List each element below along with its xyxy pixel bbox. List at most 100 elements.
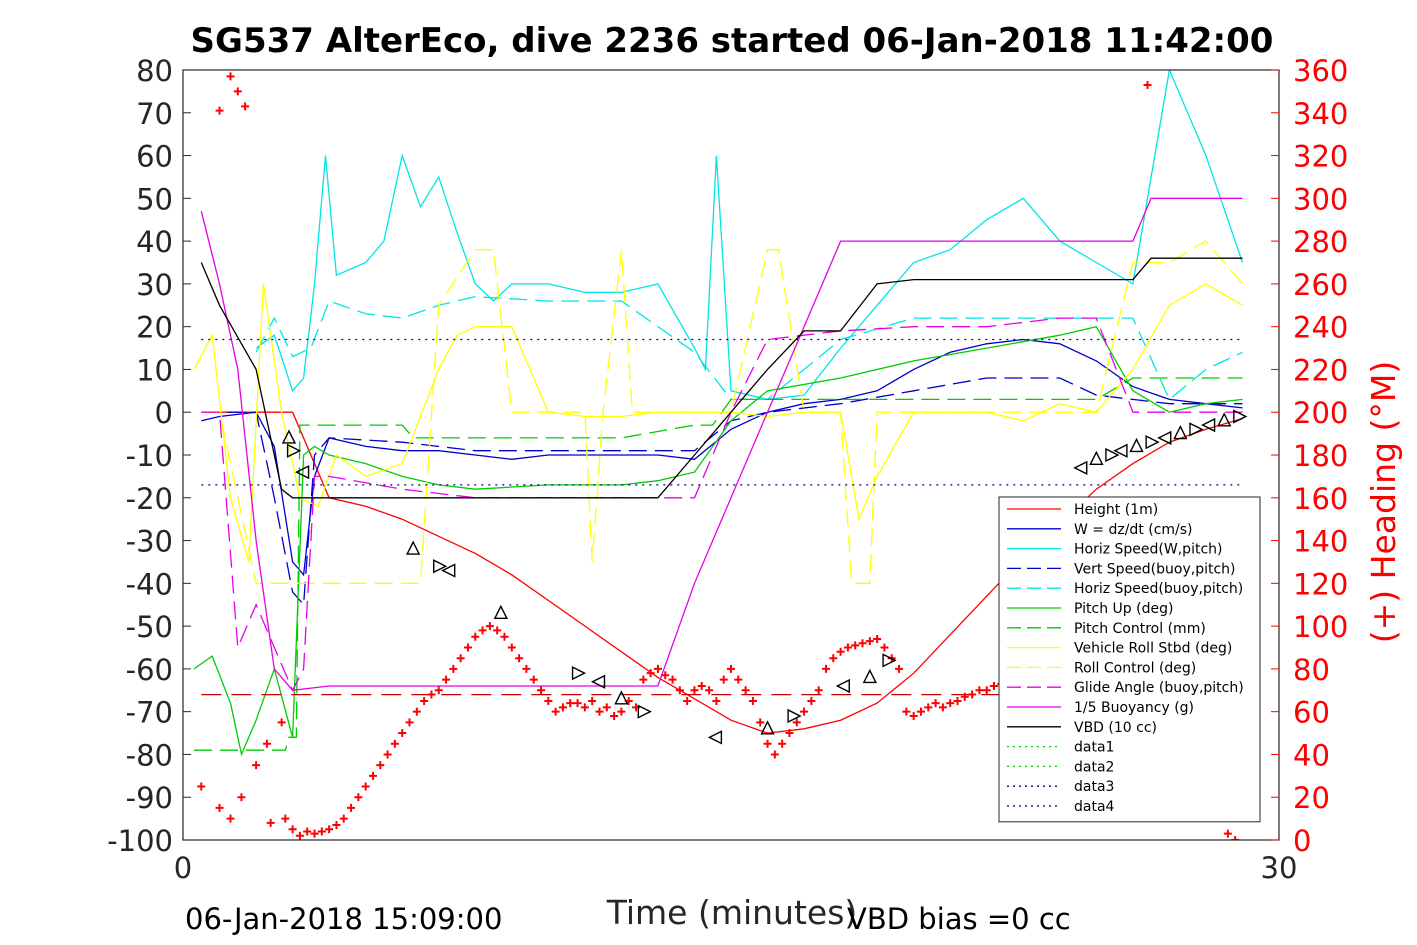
vbd-triangle-marker — [614, 690, 629, 705]
legend-label: 1/5 Buoyancy (g) — [1074, 700, 1194, 716]
heading-point — [851, 641, 860, 650]
heading-point — [303, 827, 312, 836]
legend-label: Vert Speed(buoy,pitch) — [1074, 561, 1236, 577]
heading-point — [719, 675, 728, 684]
legend-label: Pitch Up (deg) — [1074, 601, 1173, 617]
vbd-triangle-marker — [281, 429, 297, 444]
y-tick-label: -70 — [126, 696, 173, 730]
vbd-triangle-marker — [637, 704, 652, 719]
vbd-triangle-marker — [441, 563, 456, 578]
heading-point — [310, 829, 319, 838]
series-line-5 — [193, 325, 1243, 757]
vbd-triangle-marker — [1233, 409, 1248, 424]
series-line-11 — [200, 257, 1243, 499]
y-tick-label: 60 — [136, 140, 173, 174]
legend-label: Vehicle Roll Stbd (deg) — [1074, 641, 1232, 657]
series-line-3 — [201, 377, 1243, 607]
heading-point — [566, 699, 575, 708]
heading-point — [507, 643, 516, 652]
heading-point — [946, 699, 955, 708]
heading-point — [748, 696, 757, 705]
heading-point — [347, 803, 356, 812]
y-tick-label: -50 — [126, 610, 173, 644]
y-tick-label: -30 — [126, 525, 173, 559]
heading-point — [241, 102, 250, 111]
heading-point — [383, 750, 392, 759]
heading-point — [763, 739, 772, 748]
heading-point — [215, 803, 224, 812]
heading-point — [427, 690, 436, 699]
heading-point — [858, 639, 867, 648]
heading-point — [434, 686, 443, 695]
y-right-tick-label: 80 — [1293, 653, 1330, 687]
heading-point — [295, 831, 304, 840]
y-right-tick-label: 240 — [1293, 311, 1348, 345]
heading-point — [529, 675, 538, 684]
heading-point — [639, 675, 648, 684]
heading-point — [610, 711, 619, 720]
chart-marks — [193, 70, 1248, 840]
y-tick-label: 30 — [136, 268, 173, 302]
heading-point — [792, 718, 801, 727]
y-right-tick-label: 220 — [1293, 353, 1348, 387]
heading-point — [252, 761, 261, 770]
heading-point — [880, 643, 889, 652]
heading-point — [233, 87, 242, 96]
heading-point — [807, 696, 816, 705]
heading-point — [398, 729, 407, 738]
heading-point — [580, 703, 589, 712]
heading-point — [960, 692, 969, 701]
heading-point — [895, 664, 904, 673]
heading-point — [544, 696, 553, 705]
legend-label: Horiz Speed(buoy,pitch) — [1074, 581, 1243, 597]
heading-point — [471, 632, 480, 641]
heading-point — [968, 690, 977, 699]
vbd-triangle-marker — [1189, 422, 1204, 437]
heading-point — [551, 707, 560, 716]
legend: Height (1m) W = dz/dt (cm/s) Horiz Speed(W… — [998, 496, 1261, 823]
heading-point — [683, 696, 692, 705]
legend-label: VBD (10 cc) — [1074, 720, 1157, 736]
y-right-tick-label: 260 — [1293, 268, 1348, 302]
vbd-triangle-marker — [1201, 417, 1216, 433]
heading-point — [588, 696, 597, 705]
y-tick-label: 10 — [136, 353, 173, 387]
y-right-tick-label: 320 — [1293, 140, 1348, 174]
vbd-triangle-marker — [707, 730, 723, 745]
heading-point — [990, 682, 999, 690]
y-tick-label: -100 — [107, 824, 173, 858]
heading-point — [617, 707, 626, 716]
heading-point — [515, 654, 524, 663]
heading-point — [332, 821, 341, 830]
heading-point — [317, 827, 326, 836]
heading-point — [690, 686, 699, 695]
legend-label: data1 — [1074, 740, 1114, 756]
legend-label: Roll Control (deg) — [1074, 660, 1196, 676]
heading-point — [449, 664, 458, 673]
heading-point — [226, 814, 235, 823]
legend-box — [998, 496, 1261, 823]
y-tick-label: -90 — [126, 781, 173, 815]
series-line-7 — [193, 283, 1243, 563]
heading-point — [442, 675, 451, 684]
heading-point — [493, 626, 502, 635]
heading-point — [931, 699, 940, 708]
heading-point — [376, 761, 385, 770]
heading-point — [595, 707, 604, 716]
y-tick-label: 0 — [155, 396, 173, 430]
heading-point — [1231, 836, 1240, 840]
heading-point — [770, 750, 779, 759]
y-tick-label: -80 — [126, 738, 173, 772]
vbd-triangle-marker — [1129, 437, 1144, 453]
y-right-tick-label: 180 — [1293, 439, 1348, 473]
heading-point — [500, 632, 509, 641]
y-tick-label: -40 — [126, 567, 173, 601]
vbd-triangle-marker — [1073, 460, 1088, 475]
y-tick-label: 40 — [136, 225, 173, 259]
heading-point — [266, 818, 275, 827]
y-right-tick-label: 360 — [1293, 54, 1348, 88]
vbd-triangle-marker — [1145, 435, 1160, 450]
heading-point — [975, 686, 984, 695]
clipped-marks — [193, 70, 1248, 840]
heading-point — [778, 739, 787, 748]
